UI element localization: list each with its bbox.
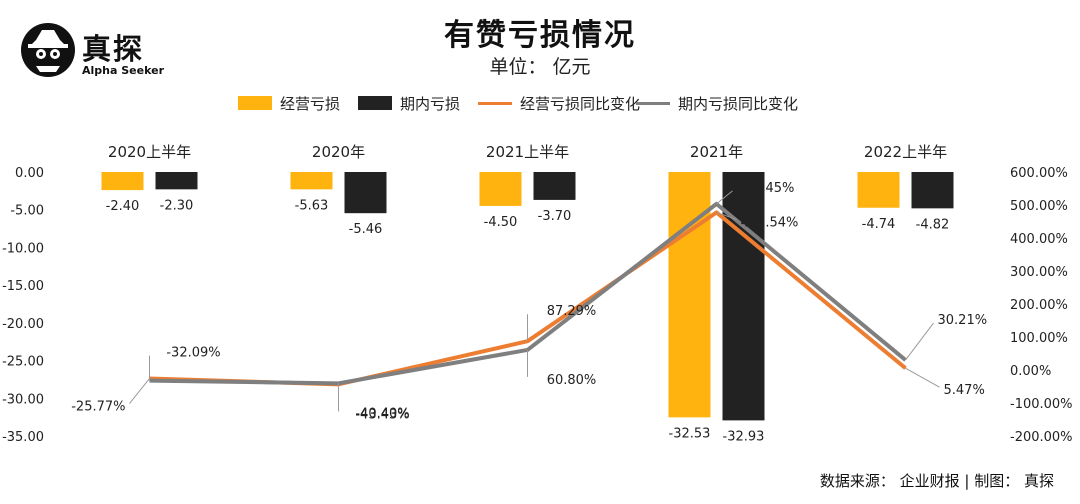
bar-period-loss xyxy=(722,172,765,421)
legend-item-period: 期内亏损 xyxy=(358,92,460,114)
left-axis-tick: -5.00 xyxy=(10,204,44,219)
line-label-period-loss-yoy: 60.80% xyxy=(547,373,597,388)
line-label-period-loss-yoy: -32.09% xyxy=(166,346,220,361)
right-axis-tick: 600.00% xyxy=(1010,166,1068,181)
right-axis-tick: 300.00% xyxy=(1010,265,1068,280)
bar-label-operating-loss: -4.74 xyxy=(862,217,896,232)
legend-label: 经营亏损同比变化 xyxy=(520,94,641,113)
bar-label-operating-loss: -4.50 xyxy=(484,215,518,230)
legend: 经营亏损 期内亏损 经营亏损同比变化 期内亏损同比变化 xyxy=(0,92,1080,114)
label-leader-line xyxy=(716,190,733,205)
bar-label-period-loss: -5.46 xyxy=(349,222,383,237)
label-leader-line xyxy=(716,211,737,220)
right-axis-tick: -200.00% xyxy=(1010,430,1073,445)
bar-label-operating-loss: -32.53 xyxy=(669,426,711,441)
line-label-operating-loss-yoy: -25.77% xyxy=(71,400,125,415)
category-label: 2020上半年 xyxy=(108,143,191,161)
line-label-operating-loss-yoy: 477.54% xyxy=(741,215,799,230)
bar-operating-loss xyxy=(101,172,144,191)
bar-period-loss xyxy=(911,172,954,209)
loss-chart: 0.00 -5.00 -10.00 -15.00 -20.00 -25.00 -30.00 -… xyxy=(2,143,1073,445)
right-axis-tick: 200.00% xyxy=(1010,298,1068,313)
bar-label-period-loss: -3.70 xyxy=(538,209,572,224)
label-leader-line xyxy=(129,378,150,404)
line-label-period-loss-yoy: 503.45% xyxy=(737,181,795,196)
left-axis-tick: -30.00 xyxy=(2,392,44,407)
category-label: 2020年 xyxy=(312,143,365,161)
category-label: 2022上半年 xyxy=(864,143,947,161)
line-label-operating-loss-yoy: -43.43% xyxy=(355,407,409,422)
bar-period-loss xyxy=(344,172,387,214)
chart-subtitle: 单位： 亿元 xyxy=(489,56,591,78)
bar-label-period-loss: -32.93 xyxy=(723,429,765,444)
logo: 真探 Alpha Seeker xyxy=(20,20,170,82)
detective-logo-icon xyxy=(21,23,75,77)
right-axis-tick: 500.00% xyxy=(1010,199,1068,214)
left-axis-tick: -20.00 xyxy=(2,317,44,332)
legend-label: 期内亏损同比变化 xyxy=(678,94,799,113)
category-label: 2021年 xyxy=(690,143,743,161)
legend-item-period-yoy: 期内亏损同比变化 xyxy=(636,92,798,114)
legend-item-operating: 经营亏损 xyxy=(238,92,340,114)
legend-label: 期内亏损 xyxy=(400,94,461,113)
bar-label-operating-loss: -2.40 xyxy=(106,199,140,214)
legend-swatch xyxy=(238,96,272,110)
left-axis-tick: -10.00 xyxy=(2,241,44,256)
label-leader-line xyxy=(905,367,940,388)
label-leader-line xyxy=(905,322,934,361)
right-axis-tick: 0.00% xyxy=(1010,364,1051,379)
category-label: 2021上半年 xyxy=(486,143,569,161)
bar-operating-loss xyxy=(857,172,900,208)
legend-swatch xyxy=(478,101,512,105)
left-axis-tick: -15.00 xyxy=(2,279,44,294)
right-axis-tick: 100.00% xyxy=(1010,331,1068,346)
line-label-period-loss-yoy: -40.40% xyxy=(355,406,409,421)
legend-item-operating-yoy: 经营亏损同比变化 xyxy=(478,92,640,114)
left-axis-tick: 0.00 xyxy=(15,166,44,181)
right-axis-tick: 400.00% xyxy=(1010,232,1068,247)
line-label-operating-loss-yoy: 87.29% xyxy=(547,304,597,319)
bar-period-loss xyxy=(533,172,576,200)
legend-swatch xyxy=(636,101,670,105)
data-source: 数据来源： 企业财报 | 制图： 真探 xyxy=(819,472,1054,490)
chart-title: 有赞亏损情况 xyxy=(444,18,636,53)
logo-text: 真探 xyxy=(82,32,145,66)
bar-operating-loss xyxy=(290,172,333,190)
line-label-period-loss-yoy: 30.21% xyxy=(938,313,988,328)
line-label-operating-loss-yoy: 5.47% xyxy=(944,383,985,398)
bar-label-period-loss: -4.82 xyxy=(916,217,950,232)
bar-label-period-loss: -2.30 xyxy=(160,198,194,213)
left-axis-tick: -25.00 xyxy=(2,355,44,370)
logo-subtext: Alpha Seeker xyxy=(82,64,164,77)
left-axis-tick: -35.00 xyxy=(2,430,44,445)
bar-operating-loss xyxy=(479,172,522,206)
bar-period-loss xyxy=(155,172,198,190)
bar-label-operating-loss: -5.63 xyxy=(295,198,329,213)
legend-swatch xyxy=(358,96,392,110)
legend-label: 经营亏损 xyxy=(280,94,341,113)
bar-operating-loss xyxy=(668,172,711,418)
right-axis-tick: -100.00% xyxy=(1010,397,1073,412)
